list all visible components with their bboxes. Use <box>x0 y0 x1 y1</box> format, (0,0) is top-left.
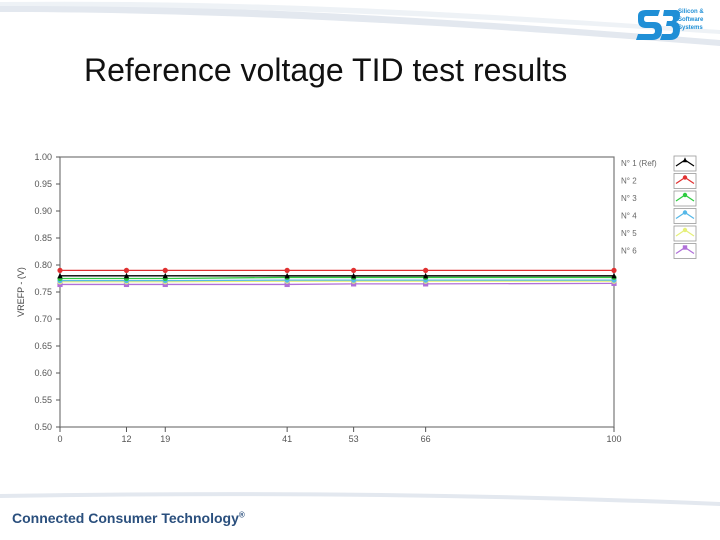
data-point <box>123 272 130 279</box>
header-swoosh <box>0 1 720 47</box>
data-point <box>682 157 688 163</box>
data-point <box>351 281 357 287</box>
data-point <box>123 267 130 273</box>
data-point <box>284 272 290 279</box>
x-tick-label: 66 <box>421 434 431 444</box>
logo-mark-icon <box>636 10 680 40</box>
y-tick-label: 0.85 <box>34 233 52 243</box>
y-tick-label: 0.55 <box>34 395 52 405</box>
legend-label: N° 4 <box>621 212 637 221</box>
legend-label: N° 6 <box>621 247 637 256</box>
data-point <box>682 210 688 215</box>
x-tick-label: 100 <box>606 434 621 444</box>
slide-title: Reference voltage TID test results <box>84 52 568 88</box>
data-point <box>123 281 130 288</box>
vref-line-chart: 0.50 0.55 0.60 0.65 0.70 0.75 0.80 0.85 0.90 0.95… <box>16 152 697 444</box>
y-tick-label: 0.65 <box>34 341 52 351</box>
y-axis-label: VREFP - (V) <box>16 267 26 317</box>
data-point <box>284 281 290 288</box>
plot-area <box>59 156 615 428</box>
x-tick-label: 53 <box>349 434 359 444</box>
data-point <box>682 245 688 250</box>
legend-label: N° 3 <box>621 194 637 203</box>
legend-swatch-box <box>673 243 697 259</box>
data-point <box>57 267 63 273</box>
legend-swatch-box <box>673 173 697 189</box>
legend-label: N° 5 <box>621 229 637 238</box>
y-tick-label: 0.60 <box>34 368 52 378</box>
logo-text: Silicon & Software Systems <box>678 8 704 32</box>
footer-text: Connected Consumer Technology <box>12 510 239 526</box>
logo-line: Software <box>678 17 704 23</box>
data-point <box>423 281 429 287</box>
data-point <box>611 267 617 273</box>
x-tick-label: 12 <box>121 434 131 444</box>
legend-swatch-box <box>673 190 697 207</box>
logo-line: Systems <box>678 25 703 31</box>
y-tick-label: 0.75 <box>34 287 52 297</box>
logo-line: Silicon & <box>678 9 704 15</box>
legend-swatch-box <box>673 155 697 172</box>
x-tick-label: 19 <box>160 434 170 444</box>
y-tick-label: 1.00 <box>34 152 52 162</box>
data-point <box>162 281 168 288</box>
series-line <box>60 279 614 282</box>
data-point <box>351 272 357 279</box>
legend-swatch-box <box>673 208 697 224</box>
data-point <box>162 272 168 279</box>
y-tick-label: 0.95 <box>34 179 52 189</box>
registered-mark: ® <box>238 510 245 520</box>
legend-swatch-box <box>673 225 697 242</box>
data-point <box>57 281 63 288</box>
data-point <box>57 272 63 279</box>
y-tick-label: 0.70 <box>34 314 52 324</box>
legend-label: N° 1 (Ref) <box>621 159 657 168</box>
data-point <box>611 272 617 279</box>
data-point <box>682 227 688 233</box>
data-point <box>682 175 688 180</box>
y-tick-label: 0.80 <box>34 260 52 270</box>
y-tick-label: 0.50 <box>34 422 52 432</box>
footer-swoosh <box>0 492 720 506</box>
data-point <box>682 192 688 198</box>
footer-brand: Connected Consumer Technology® <box>12 510 245 526</box>
data-point <box>162 267 168 273</box>
legend-label: N° 2 <box>621 177 637 186</box>
data-point <box>284 267 290 273</box>
data-point <box>423 272 429 279</box>
y-tick-label: 0.90 <box>34 206 52 216</box>
x-tick-label: 0 <box>57 434 62 444</box>
data-point <box>351 267 357 273</box>
data-point <box>423 267 429 273</box>
x-tick-label: 41 <box>282 434 292 444</box>
